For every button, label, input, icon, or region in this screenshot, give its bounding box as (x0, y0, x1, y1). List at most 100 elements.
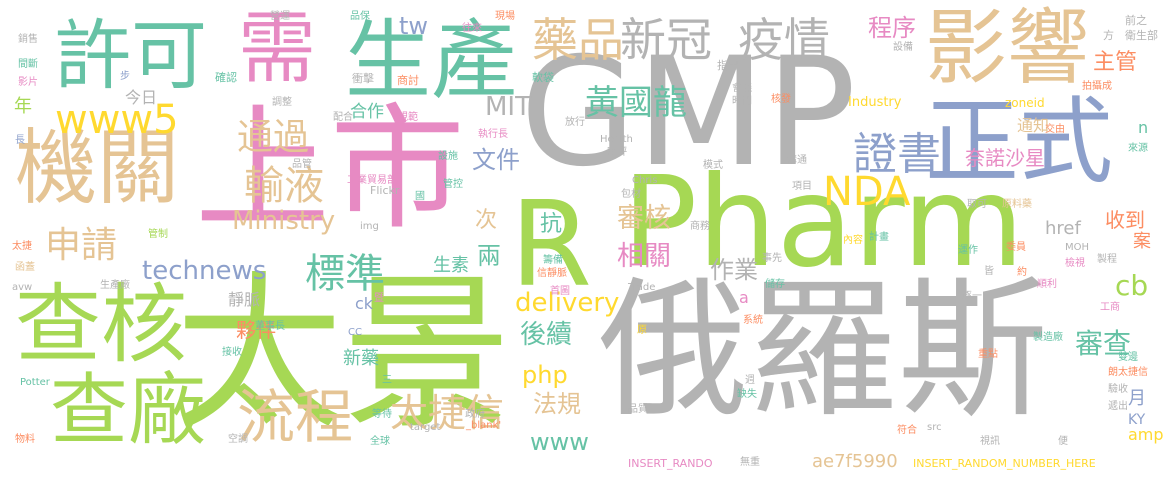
word-infusion: 輸液 (244, 166, 324, 206)
word-standard: 標準 (305, 254, 385, 294)
word-inspect-view: 檢視 (1065, 259, 1085, 269)
word-item: 項目 (792, 182, 812, 192)
word-times: 次 (475, 210, 497, 232)
word-issue: 核發 (771, 95, 791, 105)
word-communicate: 溝通 (787, 156, 807, 166)
word-today: 今日 (125, 90, 157, 106)
word-material: 物料 (15, 435, 35, 445)
word-health: Health (600, 135, 633, 145)
word-advance: 事先 (762, 254, 782, 264)
word-time: 時間 (732, 97, 752, 107)
word-one-by-one: 逐一 (962, 292, 982, 302)
word-film: 拍攝成 (1082, 82, 1112, 92)
word-href: href (1045, 220, 1081, 238)
word-plan: 計畫 (869, 233, 889, 243)
word-pass: 通過 (237, 120, 309, 156)
word-soft-bag: 軟袋 (532, 72, 554, 83)
word-chairman: 董事長 (255, 322, 285, 332)
word-confirm: 確認 (215, 72, 237, 83)
word-taijie: 太捷 (12, 242, 32, 252)
word-vein: 靜脈 (228, 292, 260, 308)
word-ck: ck (355, 296, 373, 312)
word-run: 運作 (958, 246, 978, 256)
word-point-out: 指出 (717, 60, 739, 71)
word-release: 放行 (565, 118, 585, 128)
word-amp: amp (1128, 427, 1164, 443)
word-target: target (410, 423, 440, 433)
word-and: 暨 (374, 294, 384, 304)
word-video-call: 視訊 (980, 437, 1000, 447)
word-first-image: 首圖 (550, 287, 570, 297)
word-system: 系統 (743, 316, 763, 326)
word-potter: Potter (20, 378, 50, 388)
word-moh: MOH (1065, 243, 1089, 253)
word-a: a (739, 290, 749, 306)
word-about: 約 (1017, 268, 1027, 278)
word-ky: KY (1128, 413, 1145, 427)
word-covid: 新冠 (620, 17, 712, 63)
word-factory-inspect: 查廠 (50, 372, 206, 450)
word-submit: 遞出 (1108, 402, 1128, 412)
word-n: n (1138, 120, 1148, 136)
word-acceptance: 驗收 (1108, 385, 1128, 395)
word-hand-over: 交由 (1045, 125, 1065, 135)
word-wait: 等待 (372, 410, 392, 420)
word-inspect: 查核 (15, 282, 187, 368)
word-cooperate: 合作 (350, 104, 384, 121)
word-review: 審核 (617, 205, 671, 232)
word-new-drug: 新藥 (343, 350, 379, 368)
word-three: 三 (382, 376, 392, 386)
word-insert-rando: INSERT_RANDO (628, 458, 713, 469)
word-discuss: 商討 (397, 75, 419, 86)
word-document: 文件 (472, 148, 520, 172)
word-drug: 藥品 (532, 17, 624, 63)
word-meeting: 會議 (732, 84, 752, 94)
word-procedure: 程序 (868, 16, 916, 40)
word-storage: 儲存 (765, 280, 785, 290)
word-lang-taijiexin: 朗太捷信 (1108, 368, 1148, 378)
word-ministry: Ministry (232, 208, 335, 234)
word-country: 國 (415, 192, 425, 202)
word-facility: 設施 (438, 152, 458, 162)
word-official: 正式 (925, 96, 1113, 190)
word-tw: tw (399, 14, 428, 38)
word-operations: 營運 (270, 12, 290, 22)
word-adjust: 調整 (272, 98, 292, 108)
word-avw: avw (12, 283, 32, 293)
word-control: 管控 (443, 180, 463, 190)
word-www5: www5 (55, 100, 179, 140)
word-qc: 品管 (292, 160, 312, 170)
word-maker: 製造廠 (1033, 333, 1063, 343)
word-key-point: 重點 (978, 350, 998, 360)
word-hvac: 空調 (228, 435, 248, 445)
word-receive: 接收 (222, 348, 242, 358)
word-prepare: 籌備 (543, 256, 563, 266)
word-origin: 原 (637, 326, 647, 336)
word-chris: Chris (632, 176, 657, 186)
word-video: 影片 (18, 78, 38, 88)
word-xin-vein: 信靜脈 (537, 269, 567, 279)
word-global: 全球 (370, 437, 390, 447)
word-year: 年 (14, 98, 32, 116)
word-ceo: 執行長 (478, 130, 508, 140)
word-src: src (927, 423, 942, 433)
word-cb: cb (1115, 272, 1148, 300)
word-commerce: 工商 (1100, 303, 1120, 313)
word-before: 前之 (1125, 15, 1147, 26)
word-technews: technews (142, 258, 266, 284)
word-apply: 申請 (45, 228, 117, 264)
word-received: 收到 (1105, 210, 1145, 230)
word-committee: 委員 (1006, 243, 1026, 253)
word-sales: 銷售 (18, 35, 38, 45)
word-all: 皆 (984, 267, 994, 277)
word-party: 方 (1103, 30, 1114, 41)
word-site: 現場 (495, 12, 515, 22)
word-anti: 抗 (540, 214, 562, 236)
word-comply: 符合 (897, 426, 917, 436)
word-equipment: 設備 (893, 43, 913, 53)
word-insert-random-number-here: INSERT_RANDOM_NUMBER_HERE (913, 458, 1096, 469)
word-process-line: 製程 (1097, 255, 1117, 265)
word-exchange: 往來 (462, 24, 482, 34)
word-related: 相關 (617, 243, 671, 270)
